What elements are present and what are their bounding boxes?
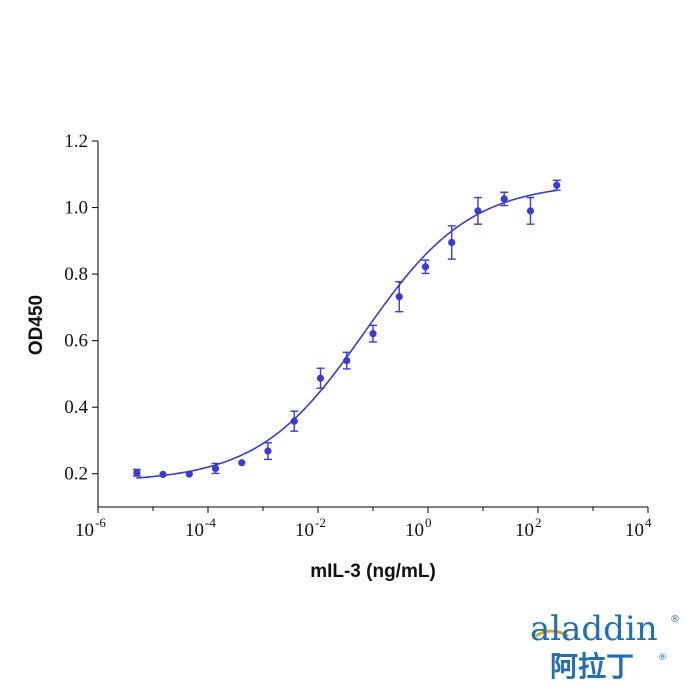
y-tick-label: 0.2 [64,464,88,485]
data-point [264,447,272,455]
y-tick-label: 0.8 [64,264,88,285]
y-ticks: 0.2 0.4 0.6 0.8 1.0 1.2 [64,131,98,485]
data-point [211,464,220,473]
data-point [474,207,482,215]
x-tick-label: 10 -6 [75,515,106,541]
data-point [500,195,508,203]
aladdin-logo: aladdin ® 阿拉丁 ® [530,610,680,683]
x-tick-base: 10 [185,520,204,541]
x-tick-base: 10 [295,520,314,541]
logo-registered-mark: ® [670,614,680,625]
logo-word: aladdin [530,610,658,649]
x-axis-title: mIL-3 (ng/mL) [310,561,436,582]
data-point [553,181,561,189]
x-tick-base: 10 [625,520,644,541]
data-point [238,459,246,467]
y-tick-label: 1.0 [64,198,88,219]
x-tick-exponent: -6 [95,515,106,530]
x-tick-base: 10 [515,520,534,541]
data-point [159,470,167,478]
fit-curve [136,189,557,479]
x-tick-label: 10 -2 [295,515,326,541]
data-point [185,470,193,478]
x-tick-label: 10 -4 [185,515,216,541]
data-point [448,238,456,247]
data-points [133,181,561,478]
x-tick-exponent: 4 [645,515,652,530]
data-point [395,293,403,301]
x-tick-base: 10 [405,520,424,541]
logo-chinese: 阿拉丁 [550,650,634,683]
x-tick-exponent: 0 [425,515,432,530]
data-point [421,263,430,271]
data-point [316,374,325,382]
y-tick-label: 0.4 [64,397,88,418]
x-tick-label: 10 0 [405,515,432,541]
x-tick-label: 10 2 [515,515,542,541]
axes [97,141,648,508]
logo-registered-mark-cn: ® [658,653,667,663]
x-ticks: 10 -6 10 -4 10 -2 10 0 10 2 10 4 [75,507,652,541]
y-tick-label: 0.6 [64,331,88,352]
x-tick-exponent: 2 [535,515,542,530]
data-point [343,357,351,365]
x-tick-base: 10 [75,520,94,541]
logo-swoosh [535,629,569,638]
data-point [290,417,298,425]
data-point [369,330,377,338]
x-tick-label: 10 4 [625,515,652,541]
x-tick-exponent: -2 [315,515,326,530]
data-point [133,469,141,477]
y-tick-label: 1.2 [64,131,88,152]
data-point [526,207,535,215]
x-tick-exponent: -4 [205,515,216,530]
error-bars [132,179,561,477]
y-axis-title: OD450 [26,295,47,355]
